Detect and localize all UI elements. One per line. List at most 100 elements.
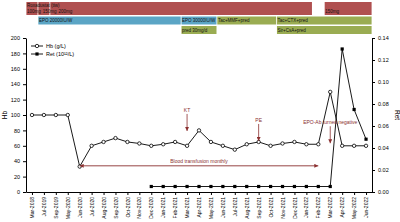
- point: [102, 140, 105, 143]
- point: [341, 47, 344, 50]
- point: [340, 144, 343, 147]
- x-tick-label: Jul-2020: [89, 197, 95, 216]
- x-tick-label: Dec-2021: [292, 197, 298, 219]
- y-tick-mark: [23, 130, 26, 131]
- y2-tick-label: 0.12: [378, 57, 389, 63]
- x-tick: Apr-2021: [196, 192, 202, 218]
- treatment-bar: [277, 26, 372, 34]
- x-tick-mark: [354, 192, 355, 195]
- legend-marker: [35, 52, 38, 55]
- y2-tick-mark: [372, 148, 375, 149]
- point: [162, 143, 165, 146]
- point: [162, 185, 165, 188]
- point: [352, 144, 355, 147]
- x-tick: Apr-2022: [339, 192, 345, 218]
- point: [364, 138, 367, 141]
- point: [209, 185, 212, 188]
- point: [364, 144, 367, 147]
- x-tick-mark: [199, 192, 200, 195]
- point: [54, 113, 57, 116]
- y-tick-mark: [23, 53, 26, 54]
- x-tick-label: Mar-2018: [29, 197, 35, 219]
- y2-tick-mark: [372, 170, 375, 171]
- y2-tick-mark: [372, 126, 375, 127]
- point: [185, 185, 188, 188]
- x-tick-mark: [68, 192, 69, 195]
- x-tick-mark: [104, 192, 105, 195]
- x-tick-mark: [92, 192, 93, 195]
- x-tick: Jun-2020: [77, 192, 83, 218]
- treatment-dose-label: 100mg: [27, 9, 41, 14]
- point: [90, 144, 93, 147]
- x-tick-label: Mar-2022: [327, 197, 333, 219]
- y-tick: 200: [11, 35, 26, 41]
- x-tick: Aug-2020: [101, 192, 107, 219]
- point: [42, 113, 45, 116]
- x-tick-label: May-2021: [208, 197, 214, 219]
- treatment-group-label: Roxadustat (tiw): [27, 3, 60, 8]
- point: [174, 185, 177, 188]
- x-tick-mark: [32, 192, 33, 195]
- y2-axis-title: Ret: [394, 110, 400, 120]
- x-tick-label: Jun-2021: [220, 197, 226, 218]
- x-tick-label: Jun-2020: [77, 197, 83, 218]
- point: [114, 136, 117, 139]
- x-tick-label: Sep-2021: [256, 197, 262, 219]
- annotation-arrow: [330, 126, 331, 143]
- treatment-labels: Roxadustat (tiw)100mg150mg200mg150mgEPO …: [27, 3, 340, 33]
- treatment-label: Tac+CTX+pred: [278, 18, 309, 23]
- point: [281, 142, 284, 145]
- x-tick: Sep-2019: [53, 192, 59, 219]
- treatment-dose-label: 150mg: [325, 9, 339, 14]
- legend: Hb (g/L)Ret (10¹²/L): [31, 43, 74, 57]
- y-tick-mark: [23, 100, 26, 101]
- annotation-arrow: [258, 124, 259, 141]
- annotations: KTPEEPO-Ab turned negativeBlood transfus…: [80, 107, 358, 166]
- x-tick-mark: [163, 192, 164, 195]
- y-tick-label: 200: [11, 35, 20, 41]
- x-tick-label: May-2022: [351, 197, 357, 219]
- x-tick: Jan-2021: [160, 192, 166, 218]
- series-line: [32, 92, 366, 167]
- treatment-bar: [182, 26, 217, 34]
- x-tick: May-2020: [65, 192, 71, 219]
- treatment-dose-label: 200mg: [59, 9, 73, 14]
- x-tick: Aug-2021: [244, 192, 250, 219]
- x-tick: May-2022: [351, 192, 357, 219]
- treatment-bar: [50, 2, 312, 15]
- x-tick-label: Sep-2020: [113, 197, 119, 219]
- x-tick-label: Oct-2021: [268, 197, 274, 218]
- point: [150, 144, 153, 147]
- x-tick-label: Jul-2019: [41, 197, 47, 216]
- y2-tick-label: 0.10: [378, 79, 389, 85]
- point: [66, 113, 69, 116]
- point: [197, 129, 200, 132]
- x-tick-label: May-2020: [65, 197, 71, 219]
- point: [138, 142, 141, 145]
- y-tick: 180: [11, 51, 26, 57]
- x-tick: Mar-2021: [184, 192, 190, 218]
- x-tick: Jan-2022: [303, 192, 309, 218]
- point: [245, 185, 248, 188]
- point: [329, 90, 332, 93]
- point: [209, 140, 212, 143]
- y-tick-label: 0: [17, 189, 20, 195]
- point: [233, 185, 236, 188]
- y-tick-mark: [23, 161, 26, 162]
- x-tick-mark: [294, 192, 295, 195]
- x-tick-label: Jun-2022: [363, 197, 369, 218]
- y-tick-label: 40: [14, 158, 20, 164]
- y-tick-label: 20: [14, 174, 20, 180]
- x-tick-mark: [187, 192, 188, 195]
- y2-tick-mark: [372, 38, 375, 39]
- y-tick: 120: [11, 97, 26, 103]
- y2-tick: 0.08: [372, 101, 389, 107]
- y-tick-label: 140: [11, 81, 20, 87]
- treatment-bar: [182, 17, 217, 25]
- y-tick: 80: [14, 128, 26, 134]
- y-axis-title: Hb: [1, 110, 8, 119]
- x-tick: Sep-2020: [113, 192, 119, 219]
- x-tick: Jun-2021: [220, 192, 226, 218]
- x-tick-label: Oct-2020: [125, 197, 131, 218]
- annotation-label: KT: [184, 107, 190, 113]
